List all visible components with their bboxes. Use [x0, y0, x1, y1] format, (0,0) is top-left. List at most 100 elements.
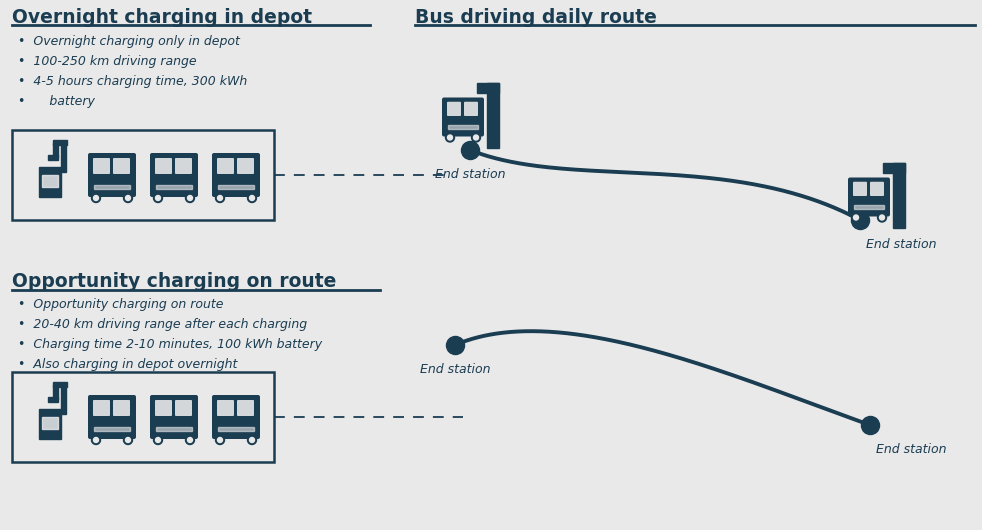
Text: End station: End station: [419, 363, 490, 376]
FancyBboxPatch shape: [175, 158, 192, 174]
Text: Overnight charging in depot: Overnight charging in depot: [12, 8, 312, 27]
FancyBboxPatch shape: [217, 158, 234, 174]
FancyBboxPatch shape: [88, 395, 136, 439]
Circle shape: [126, 196, 131, 200]
FancyBboxPatch shape: [217, 400, 234, 416]
Bar: [854, 205, 884, 208]
Bar: [156, 185, 192, 189]
Circle shape: [249, 437, 254, 443]
Circle shape: [471, 133, 480, 142]
FancyBboxPatch shape: [12, 130, 274, 220]
Text: •  Charging time 2-10 minutes, 100 kWh battery: • Charging time 2-10 minutes, 100 kWh ba…: [18, 338, 322, 351]
Circle shape: [217, 196, 223, 200]
Bar: [477, 83, 499, 93]
Text: •  Also charging in depot overnight: • Also charging in depot overnight: [18, 358, 238, 371]
FancyBboxPatch shape: [237, 400, 254, 416]
Bar: [61, 144, 66, 172]
Circle shape: [247, 436, 256, 445]
FancyBboxPatch shape: [150, 153, 198, 197]
Bar: [447, 102, 479, 108]
Circle shape: [880, 215, 885, 220]
Circle shape: [217, 437, 223, 443]
Bar: [39, 409, 61, 439]
Circle shape: [186, 193, 194, 202]
Circle shape: [188, 196, 192, 200]
FancyBboxPatch shape: [464, 102, 478, 116]
FancyBboxPatch shape: [237, 158, 254, 174]
Circle shape: [126, 437, 131, 443]
Bar: [48, 155, 58, 160]
Text: •  100-250 km driving range: • 100-250 km driving range: [18, 55, 196, 68]
Text: •  4-5 hours charging time, 300 kWh: • 4-5 hours charging time, 300 kWh: [18, 75, 247, 88]
Circle shape: [448, 135, 453, 140]
FancyBboxPatch shape: [150, 395, 198, 439]
Bar: [48, 397, 58, 402]
FancyBboxPatch shape: [113, 400, 130, 416]
Bar: [217, 400, 255, 405]
Text: •  Overnight charging only in depot: • Overnight charging only in depot: [18, 35, 240, 48]
Text: Bus driving daily route: Bus driving daily route: [415, 8, 657, 27]
Text: Opportunity charging on route: Opportunity charging on route: [12, 272, 337, 291]
Bar: [487, 83, 499, 147]
FancyBboxPatch shape: [447, 102, 461, 116]
Circle shape: [851, 213, 860, 222]
FancyBboxPatch shape: [12, 372, 274, 462]
Bar: [155, 158, 193, 163]
Bar: [42, 175, 58, 187]
FancyBboxPatch shape: [88, 153, 136, 197]
Circle shape: [188, 437, 192, 443]
Bar: [218, 185, 254, 189]
Bar: [218, 427, 254, 431]
Circle shape: [124, 436, 133, 445]
Bar: [94, 185, 130, 189]
Circle shape: [473, 135, 478, 140]
FancyBboxPatch shape: [212, 395, 260, 439]
FancyBboxPatch shape: [93, 400, 110, 416]
Bar: [93, 400, 131, 405]
Bar: [53, 382, 67, 387]
FancyBboxPatch shape: [212, 153, 260, 197]
FancyBboxPatch shape: [93, 158, 110, 174]
Circle shape: [91, 436, 100, 445]
Circle shape: [124, 193, 133, 202]
Circle shape: [93, 196, 98, 200]
Text: •  20-40 km driving range after each charging: • 20-40 km driving range after each char…: [18, 318, 307, 331]
Circle shape: [186, 436, 194, 445]
Text: End station: End station: [876, 443, 947, 456]
FancyBboxPatch shape: [848, 178, 890, 216]
Bar: [156, 427, 192, 431]
Bar: [155, 400, 193, 405]
Circle shape: [153, 193, 162, 202]
Bar: [217, 158, 255, 163]
Text: End station: End station: [435, 168, 506, 181]
Circle shape: [446, 133, 455, 142]
Circle shape: [247, 193, 256, 202]
Circle shape: [153, 436, 162, 445]
Circle shape: [155, 437, 160, 443]
Bar: [39, 167, 61, 197]
FancyBboxPatch shape: [442, 98, 484, 137]
Bar: [94, 427, 130, 431]
Circle shape: [91, 193, 100, 202]
Bar: [42, 417, 58, 429]
Bar: [853, 182, 885, 188]
Bar: [61, 386, 66, 414]
Circle shape: [878, 213, 887, 222]
Circle shape: [215, 193, 225, 202]
Bar: [93, 158, 131, 163]
Text: •      battery: • battery: [18, 95, 95, 108]
Text: •  Opportunity charging on route: • Opportunity charging on route: [18, 298, 224, 311]
FancyBboxPatch shape: [175, 400, 192, 416]
FancyBboxPatch shape: [113, 158, 130, 174]
Circle shape: [249, 196, 254, 200]
Bar: [883, 163, 905, 172]
Circle shape: [853, 215, 858, 220]
Text: End station: End station: [866, 238, 937, 251]
FancyBboxPatch shape: [853, 182, 867, 196]
Bar: [893, 163, 905, 227]
Bar: [53, 140, 67, 145]
FancyBboxPatch shape: [870, 182, 884, 196]
Circle shape: [215, 436, 225, 445]
Circle shape: [93, 437, 98, 443]
FancyBboxPatch shape: [155, 400, 172, 416]
